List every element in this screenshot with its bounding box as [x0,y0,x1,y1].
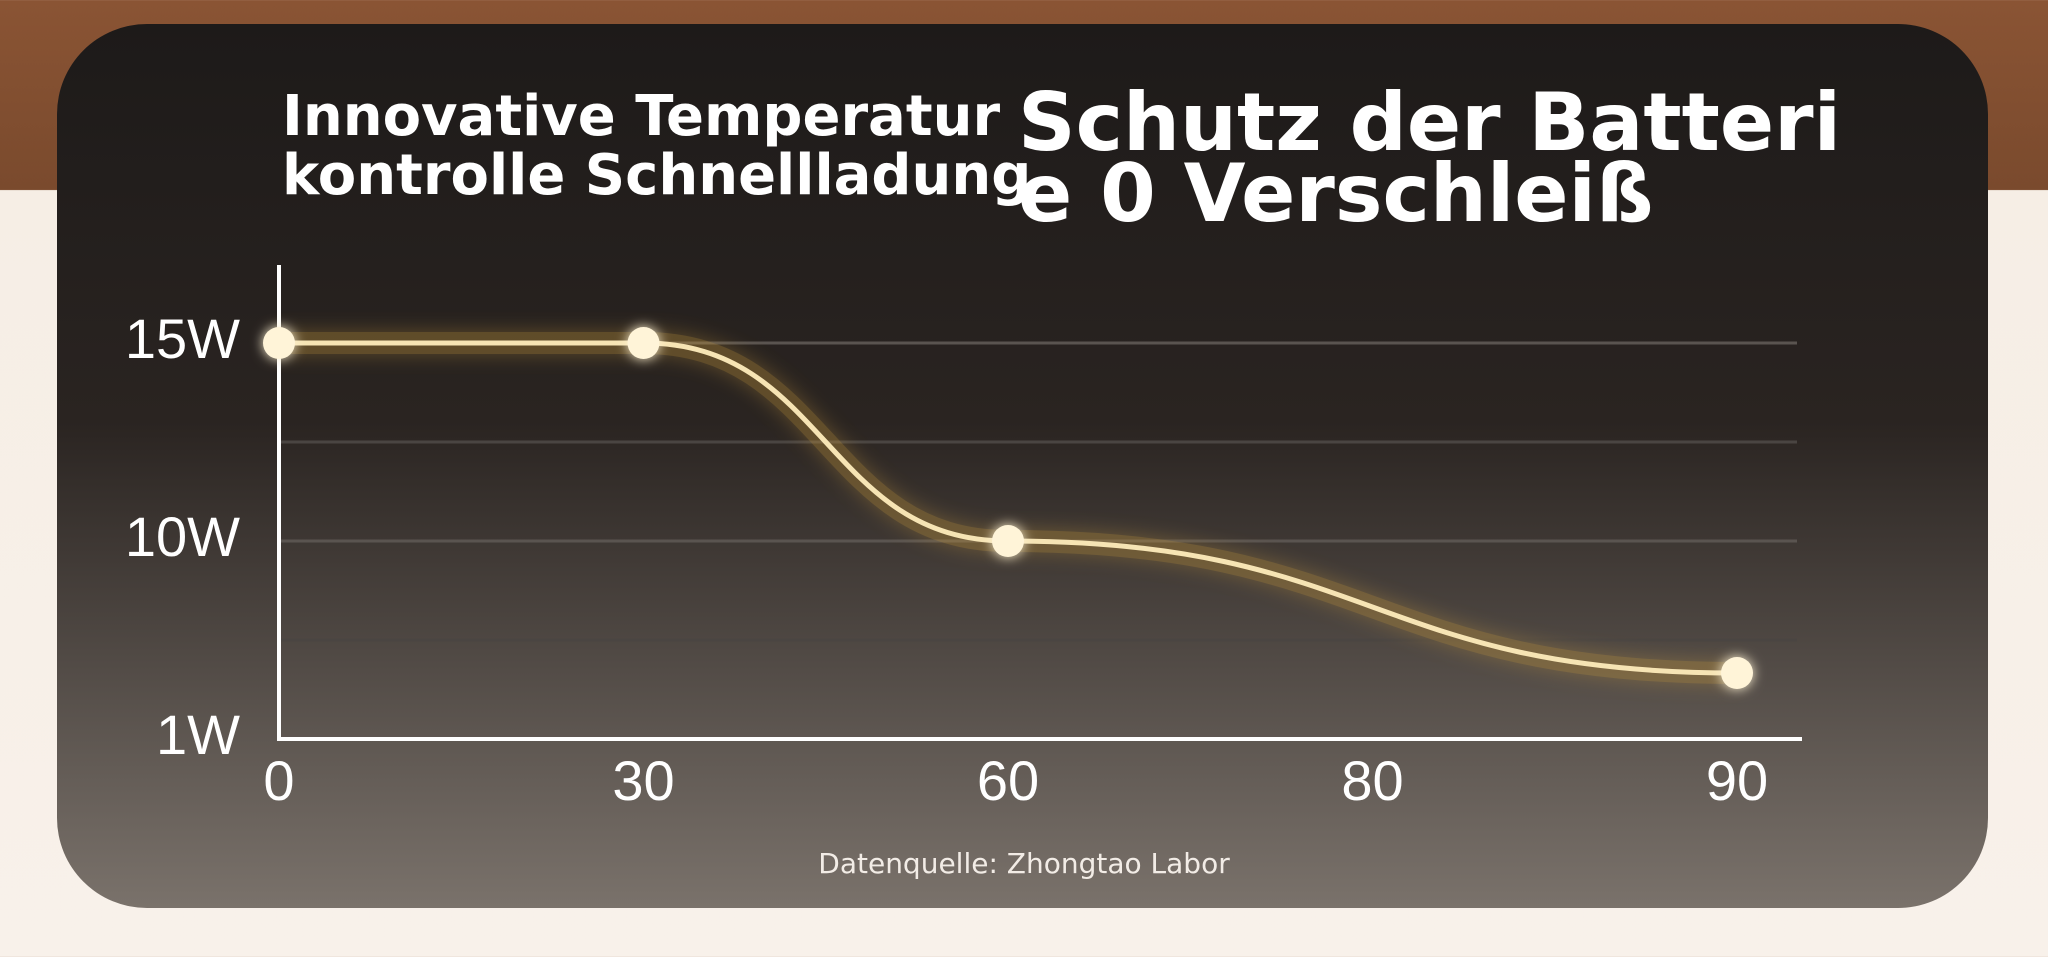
subtitle-line: e 0 Verschleiß [1018,147,1654,240]
x-tick-label: 30 [612,749,674,812]
x-tick-label: 80 [1341,749,1403,812]
x-tick-label: 90 [1706,749,1768,812]
subtitle-line: Schutz der Batteri [1018,76,1841,169]
x-tick-label: 60 [977,749,1039,812]
point [992,525,1024,557]
y-tick-label: 1W [156,703,240,766]
title-line: kontrolle Schnellladung [282,143,1031,208]
x-tick-label: 0 [263,749,294,812]
y-tick-label: 10W [125,505,240,568]
plot: 1W 10W 15W 0 30 60 80 90 [125,265,1802,812]
point [263,327,295,359]
point [1721,657,1753,689]
title-line: Innovative Temperatur [282,84,1000,149]
point [627,327,660,359]
source: Datenquelle: Zhongtao Labor [818,847,1230,880]
card [57,24,1988,908]
line [279,340,1738,676]
y-tick-label: 15W [125,307,240,370]
